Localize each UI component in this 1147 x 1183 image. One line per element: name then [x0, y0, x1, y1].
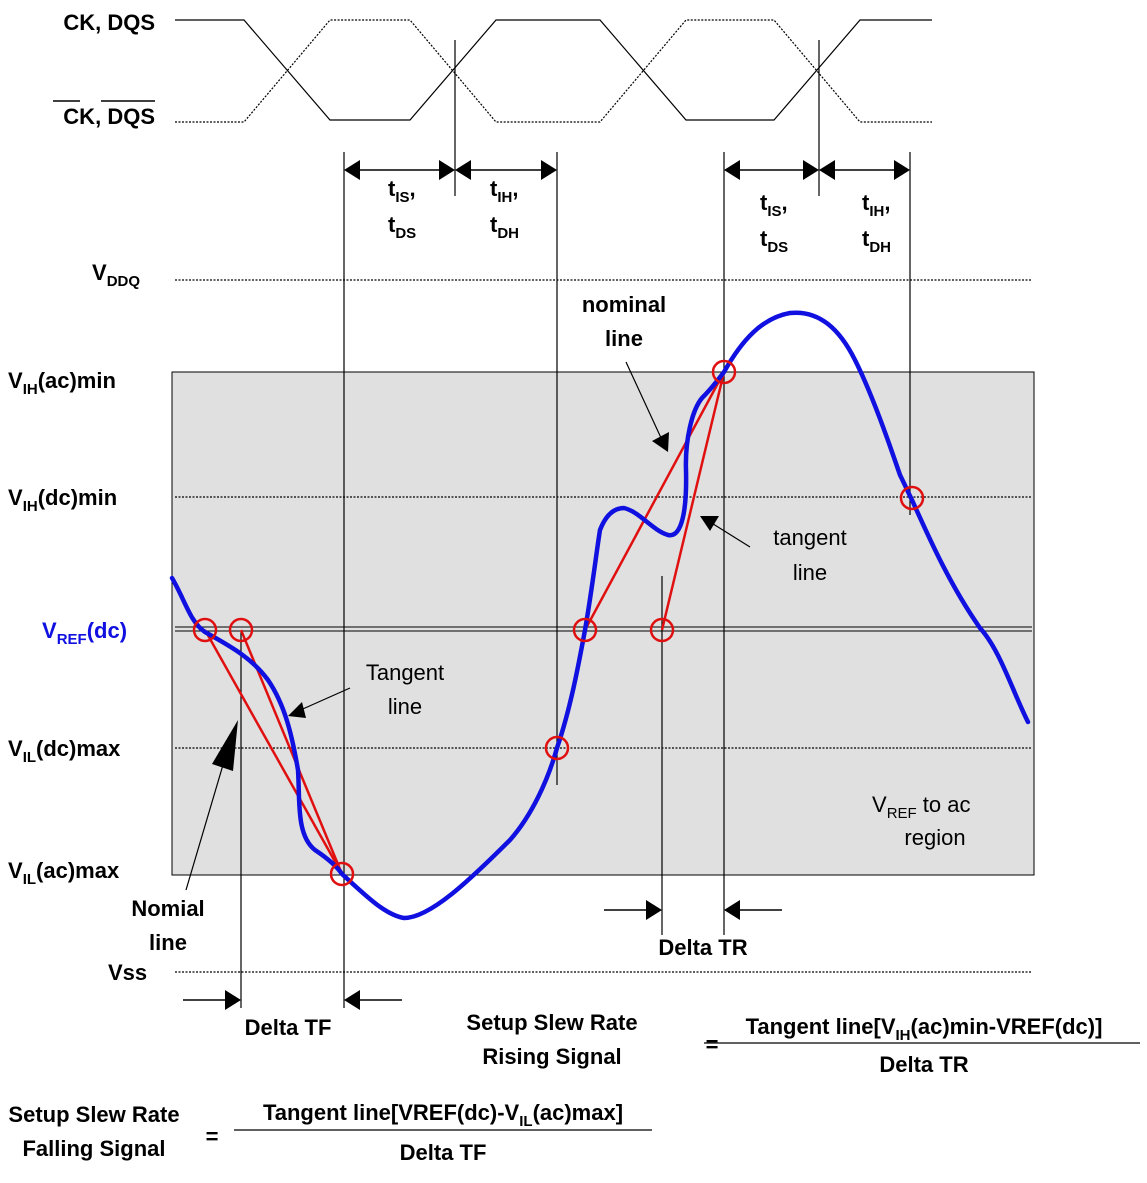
svg-text:Falling Signal: Falling Signal [22, 1136, 165, 1161]
ck-dqs-label: CK, DQS [63, 10, 155, 35]
rising-tangent-line [660, 371, 726, 631]
svg-text:Delta TR: Delta TR [879, 1052, 968, 1077]
level-lines [175, 279, 1032, 973]
svg-text:line: line [388, 694, 422, 719]
svg-text:tangent: tangent [773, 525, 846, 550]
svg-text:tIH,: tIH, [490, 176, 518, 206]
rising-slew-rate-formula: Setup Slew Rate Rising Signal = Tangent … [466, 1010, 1140, 1077]
region-label: VREF to ac [872, 792, 971, 822]
svg-text:Tangent line[VREF(dc)-VIL(ac)m: Tangent line[VREF(dc)-VIL(ac)max] [263, 1100, 623, 1130]
timing-labels: tIS, tDS tIH, tDH tIS, tDS tIH, tDH [388, 176, 891, 256]
level-labels: VDDQ VIH(ac)min VIH(dc)min VREF(dc) VIL(… [8, 260, 147, 985]
svg-text:region: region [904, 825, 965, 850]
svg-text:tDS: tDS [388, 212, 416, 242]
crossing-markers [192, 359, 925, 887]
vss-label: Vss [108, 960, 147, 985]
svg-text:=: = [206, 1124, 219, 1149]
vref-lines [175, 626, 1032, 632]
svg-text:line: line [149, 930, 187, 955]
svg-text:line: line [793, 560, 827, 585]
delta-tr-label: Delta TR [658, 935, 747, 960]
delta-arrows [183, 900, 782, 1010]
svg-text:line: line [605, 326, 643, 351]
vil-ac-max-label: VIL(ac)max [8, 858, 120, 888]
delta-tf-label: Delta TF [245, 1015, 332, 1040]
svg-text:=: = [706, 1032, 719, 1057]
svg-text:Rising Signal: Rising Signal [482, 1044, 621, 1069]
signal-waveform [169, 310, 1031, 921]
svg-text:tIS,: tIS, [388, 176, 416, 206]
svg-text:Tangent: Tangent [366, 660, 444, 685]
annotation-labels: nominal line tangent line Tangent line N… [131, 292, 970, 1040]
svg-text:Setup Slew Rate: Setup Slew Rate [466, 1010, 637, 1035]
vref-dc-label: VREF(dc) [42, 618, 127, 648]
vref-to-ac-region [171, 371, 1035, 876]
vih-ac-min-label: VIH(ac)min [8, 368, 116, 398]
vertical-markers [240, 40, 911, 1008]
svg-text:tDH: tDH [490, 212, 519, 242]
falling-slew-rate-formula: Setup Slew Rate Falling Signal = Tangent… [8, 1100, 652, 1165]
svg-text:Tangent line[VIH(ac)min-VREF(d: Tangent line[VIH(ac)min-VREF(dc)] [746, 1014, 1103, 1044]
ck-bar-dqs-bar-label: CK, DQS [63, 104, 155, 129]
svg-text:Nomial: Nomial [131, 896, 204, 921]
svg-text:tDS: tDS [760, 226, 788, 256]
svg-text:nominal: nominal [582, 292, 666, 317]
vih-dc-min-label: VIH(dc)min [8, 485, 117, 515]
svg-text:tIH,: tIH, [862, 190, 890, 220]
pointer-arrowheads [212, 432, 719, 771]
pointer-arrows [185, 361, 751, 891]
falling-nominal-line [203, 629, 344, 875]
svg-text:Delta TF: Delta TF [400, 1140, 487, 1165]
rising-nominal-line [583, 371, 726, 631]
clock-waveforms [175, 19, 932, 123]
vddq-label: VDDQ [92, 260, 140, 290]
svg-text:tDH: tDH [862, 226, 891, 256]
timing-arrowheads [344, 160, 910, 180]
vil-dc-max-label: VIL(dc)max [8, 736, 121, 766]
svg-text:Setup Slew Rate: Setup Slew Rate [8, 1102, 179, 1127]
svg-text:tIS,: tIS, [760, 190, 788, 220]
ck-dqs-waveform [175, 19, 932, 121]
